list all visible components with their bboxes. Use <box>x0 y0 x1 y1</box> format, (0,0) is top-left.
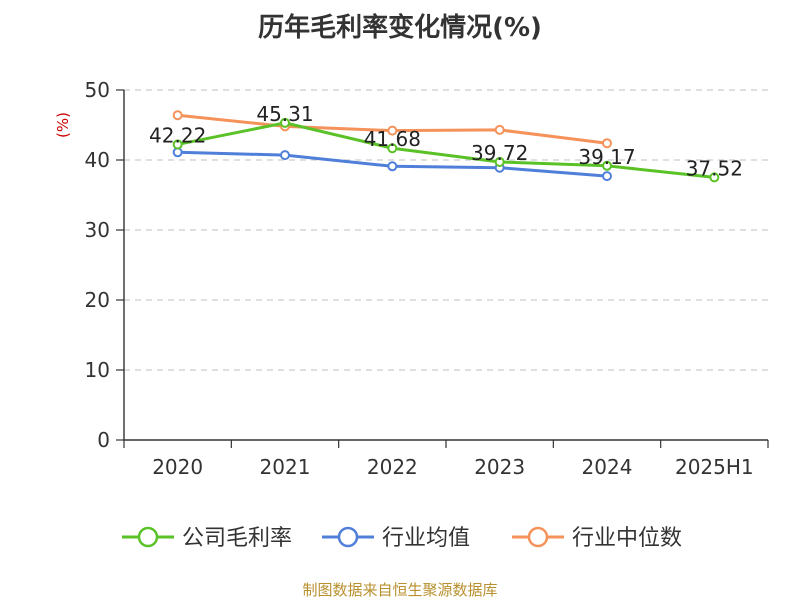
y-tick-label: 50 <box>85 78 110 102</box>
data-point[interactable] <box>387 143 398 154</box>
y-tick-label: 30 <box>85 218 110 242</box>
y-tick-label: 20 <box>85 288 110 312</box>
grid-lines <box>124 89 768 371</box>
source-note: 制图数据来自恒生聚源数据库 <box>302 581 497 599</box>
y-tick-label: 0 <box>97 428 110 452</box>
x-tick-label: 2021 <box>260 455 311 479</box>
legend-item-1[interactable]: 行业均值 <box>322 526 470 551</box>
y-tick-label: 40 <box>85 148 110 172</box>
data-label: 41.68 <box>364 127 421 151</box>
data-point[interactable] <box>709 172 720 183</box>
y-tick-label: 10 <box>85 358 110 382</box>
x-tick-label: 2025H1 <box>675 455 754 479</box>
data-point[interactable] <box>280 150 290 161</box>
x-tick-label: 2020 <box>152 455 203 479</box>
data-point[interactable] <box>602 160 612 171</box>
series-0 <box>172 117 720 183</box>
axes: 0 10 20 30 40 50 2020 2021 2022 2023 2024 2025H1 <box>85 78 769 479</box>
legend-label: 行业中位数 <box>572 526 682 551</box>
data-label: 42.22 <box>149 123 206 147</box>
x-tick-label: 2022 <box>367 455 418 479</box>
x-tick-label: 2024 <box>582 455 633 479</box>
x-tick-label: 2023 <box>474 455 525 479</box>
legend-item-0[interactable]: 公司毛利率 <box>122 526 292 551</box>
legend-marker <box>137 526 159 548</box>
legend-marker <box>337 526 359 548</box>
data-labels: 42.22 45.31 41.68 39.72 39.17 37.52 <box>149 102 743 181</box>
data-point[interactable] <box>172 139 183 150</box>
data-point[interactable] <box>602 171 612 182</box>
data-point[interactable] <box>494 124 505 135</box>
data-point[interactable] <box>172 147 183 158</box>
series-1 <box>172 147 612 182</box>
series-line <box>177 121 715 179</box>
data-point[interactable] <box>280 117 290 128</box>
data-label: 39.17 <box>578 145 635 169</box>
series-layer <box>172 110 720 183</box>
data-label: 45.31 <box>256 102 313 126</box>
data-label: 37.52 <box>686 156 743 180</box>
legend-label: 行业均值 <box>382 526 470 551</box>
data-point[interactable] <box>602 138 612 149</box>
legend-label: 公司毛利率 <box>182 526 292 551</box>
data-label: 39.72 <box>471 141 528 165</box>
y-axis-label: (%) <box>54 112 72 138</box>
data-point[interactable] <box>387 125 398 136</box>
data-point[interactable] <box>172 110 183 121</box>
legend-marker <box>527 526 549 548</box>
chart-title: 历年毛利率变化情况(%) <box>258 12 542 43</box>
data-point[interactable] <box>494 156 505 167</box>
legend-item-2[interactable]: 行业中位数 <box>512 526 682 551</box>
data-point[interactable] <box>387 161 398 172</box>
legend[interactable]: 公司毛利率 行业均值 行业中位数 <box>122 526 682 551</box>
